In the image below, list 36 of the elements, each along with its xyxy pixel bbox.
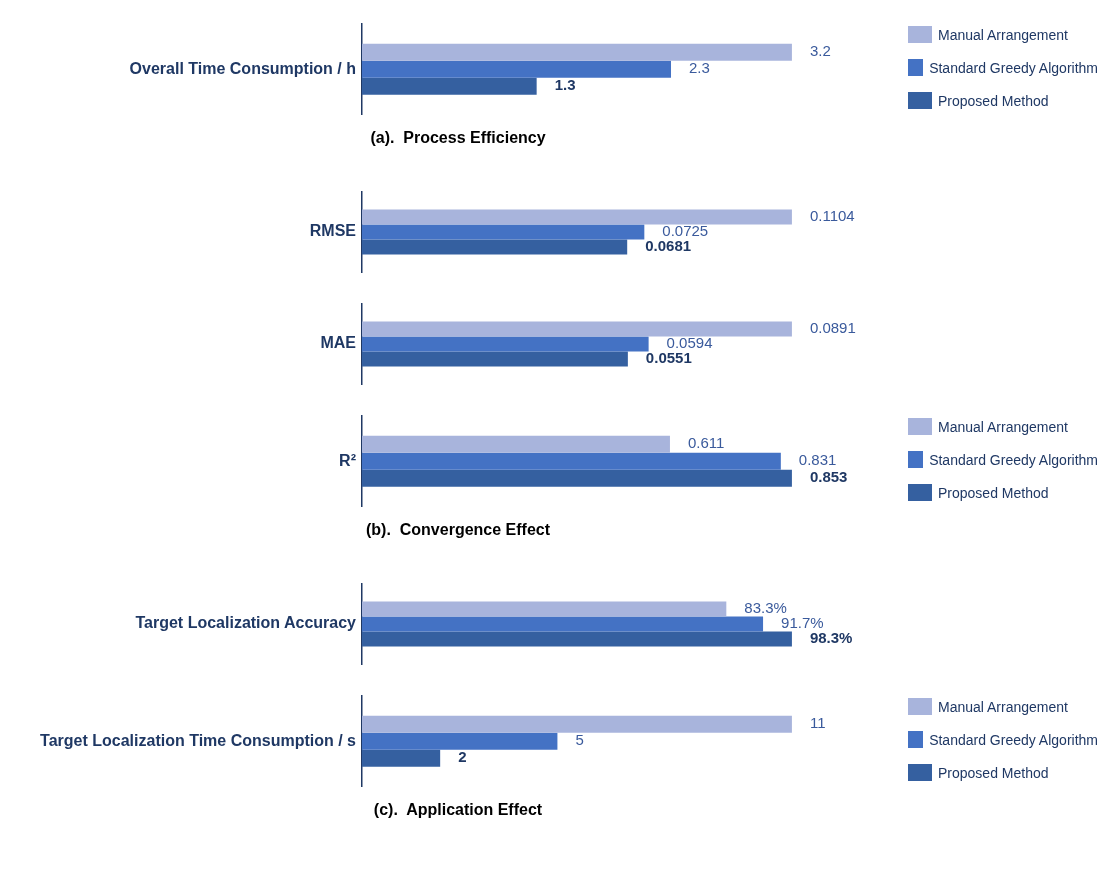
legend-label: Standard Greedy Algorithm [929, 59, 1098, 76]
data-label: 3.2 [809, 42, 831, 60]
data-label: 5 [575, 731, 584, 749]
text: (c). Application Effect [373, 800, 543, 818]
data-label: 0.1104 [809, 207, 855, 225]
data-label: 83.3% [744, 599, 787, 617]
legend-label: Proposed Method [938, 92, 1049, 109]
text: (a). Process Efficiency [370, 128, 546, 146]
data-label: 0.611 [687, 434, 725, 452]
y-tick-label: R² [339, 451, 356, 469]
text: (b). Convergence Effect [365, 520, 551, 538]
legend-label: Proposed Method [938, 484, 1049, 501]
legend-label: Manual Arrangement [938, 26, 1068, 43]
data-label: 0.0681 [645, 237, 692, 255]
legend-label: Manual Arrangement [938, 698, 1068, 715]
data-label: 0.853 [809, 468, 848, 486]
data-label: 0.0551 [645, 349, 692, 367]
legend-label: Manual Arrangement [938, 418, 1068, 435]
data-label: 2 [458, 748, 467, 766]
y-tick-label: RMSE [309, 222, 357, 240]
legend-label: Standard Greedy Algorithm [929, 451, 1098, 468]
data-label: 0.0725 [662, 222, 709, 240]
data-label: 2.3 [689, 59, 710, 77]
data-label: 0.831 [798, 451, 837, 469]
legend-label: Standard Greedy Algorithm [929, 731, 1098, 748]
data-label: 11 [809, 714, 826, 732]
data-label: 0.0594 [666, 334, 713, 352]
y-tick-label: Overall Time Consumption / h [129, 59, 356, 77]
y-tick-label: Target Localization Accuracy [135, 614, 357, 632]
data-label: 98.3% [809, 629, 853, 647]
y-tick-label: MAE [320, 334, 357, 352]
data-label: 91.7% [781, 614, 824, 632]
y-tick-label: Target Localization Time Consumption / s [40, 731, 357, 749]
data-label: 1.3 [554, 76, 576, 94]
legend-label: Proposed Method [938, 764, 1049, 781]
data-label: 0.0891 [809, 319, 856, 337]
